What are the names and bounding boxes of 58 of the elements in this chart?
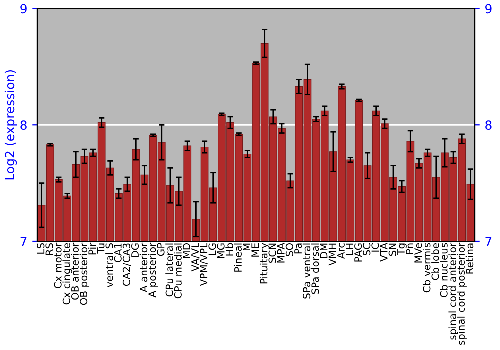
x-tick-label: ME [252, 244, 260, 257]
x-tick-label: A anterior [140, 242, 148, 292]
x-tick-label: ventral S [106, 243, 114, 288]
x-tick-label: Retina [466, 244, 474, 274]
x-tick-label: Pir [88, 242, 96, 255]
x-tick-label: SPa dorsal [311, 244, 320, 294]
x-tick-label: spinal cord posterior [457, 242, 467, 346]
x-tick-label: SN [388, 244, 396, 256]
x-tick-label: Arc [338, 244, 345, 260]
x-tick-label: LG [208, 244, 216, 256]
x-tick-label: Cb nucleus [440, 243, 448, 298]
y-axis-title: Log2 (expression) [4, 70, 18, 180]
x-tick-label: PAG [354, 244, 362, 262]
x-tick-label: OB anterior [71, 242, 80, 300]
y-tick-label: 8 [20, 120, 27, 130]
x-tick-label: VTA [380, 242, 388, 262]
x-tick-label: Pa [294, 244, 302, 254]
x-tick-label: MG [217, 244, 225, 258]
x-tick-label: spinal cord anterior [448, 242, 458, 340]
x-tick-label: IC [372, 243, 380, 252]
y-tick-label: 9 [20, 4, 27, 14]
x-tick-label: A posterior [148, 242, 158, 298]
x-tick-label: LS [37, 243, 45, 254]
x-tick-label: CA1 [114, 244, 122, 263]
x-tick-label: Cb lobe [432, 243, 440, 280]
x-tick-label: Pituitary [260, 243, 270, 284]
x-tick-label: Cx cingulate [62, 243, 72, 305]
x-tick-label: Cx motor [54, 242, 62, 288]
x-tick-label: RS [46, 243, 54, 256]
x-tick-label: Cb vermis [422, 243, 431, 293]
x-tick-label: LH [346, 244, 354, 255]
x-tick-label: SCN [268, 244, 276, 264]
x-tick-label: MD [183, 243, 190, 258]
x-tick-label: DG [131, 244, 140, 258]
x-tick-label: Pn [406, 244, 414, 254]
x-tick-label: VPM/VPL [200, 242, 208, 286]
x-tick-label: SPa ventral [302, 244, 311, 299]
x-tick-label: MPA [277, 242, 285, 263]
x-tick-label: CPu medial [174, 244, 182, 299]
x-tick-label: Tu [97, 244, 105, 254]
x-tick-label: CPu lateral [166, 244, 174, 297]
y2-tick-label: 7 [486, 237, 492, 246]
x-tick-label: Pineal [234, 244, 242, 272]
x-tick-label: VMH [328, 244, 336, 266]
x-tick-label: SO [286, 243, 294, 256]
x-tick-label: DM [320, 244, 328, 258]
x-tick-label: Hb [226, 243, 234, 256]
x-tick-label: VA/VL [192, 242, 200, 272]
x-tick-label: SC [363, 243, 371, 256]
y2-tick-label: 9 [486, 4, 492, 14]
x-tick-label: Tg [398, 244, 407, 256]
x-tick-label: MVe [414, 243, 422, 263]
x-tick-label: GP [157, 243, 165, 256]
y-tick-label: 7 [20, 237, 27, 246]
y2-tick-label: 8 [486, 120, 492, 130]
x-tick-label: OB posterior [80, 242, 90, 306]
x-tick-label: CA2/CA3 [122, 244, 132, 286]
x-tick-label: M [243, 244, 250, 251]
